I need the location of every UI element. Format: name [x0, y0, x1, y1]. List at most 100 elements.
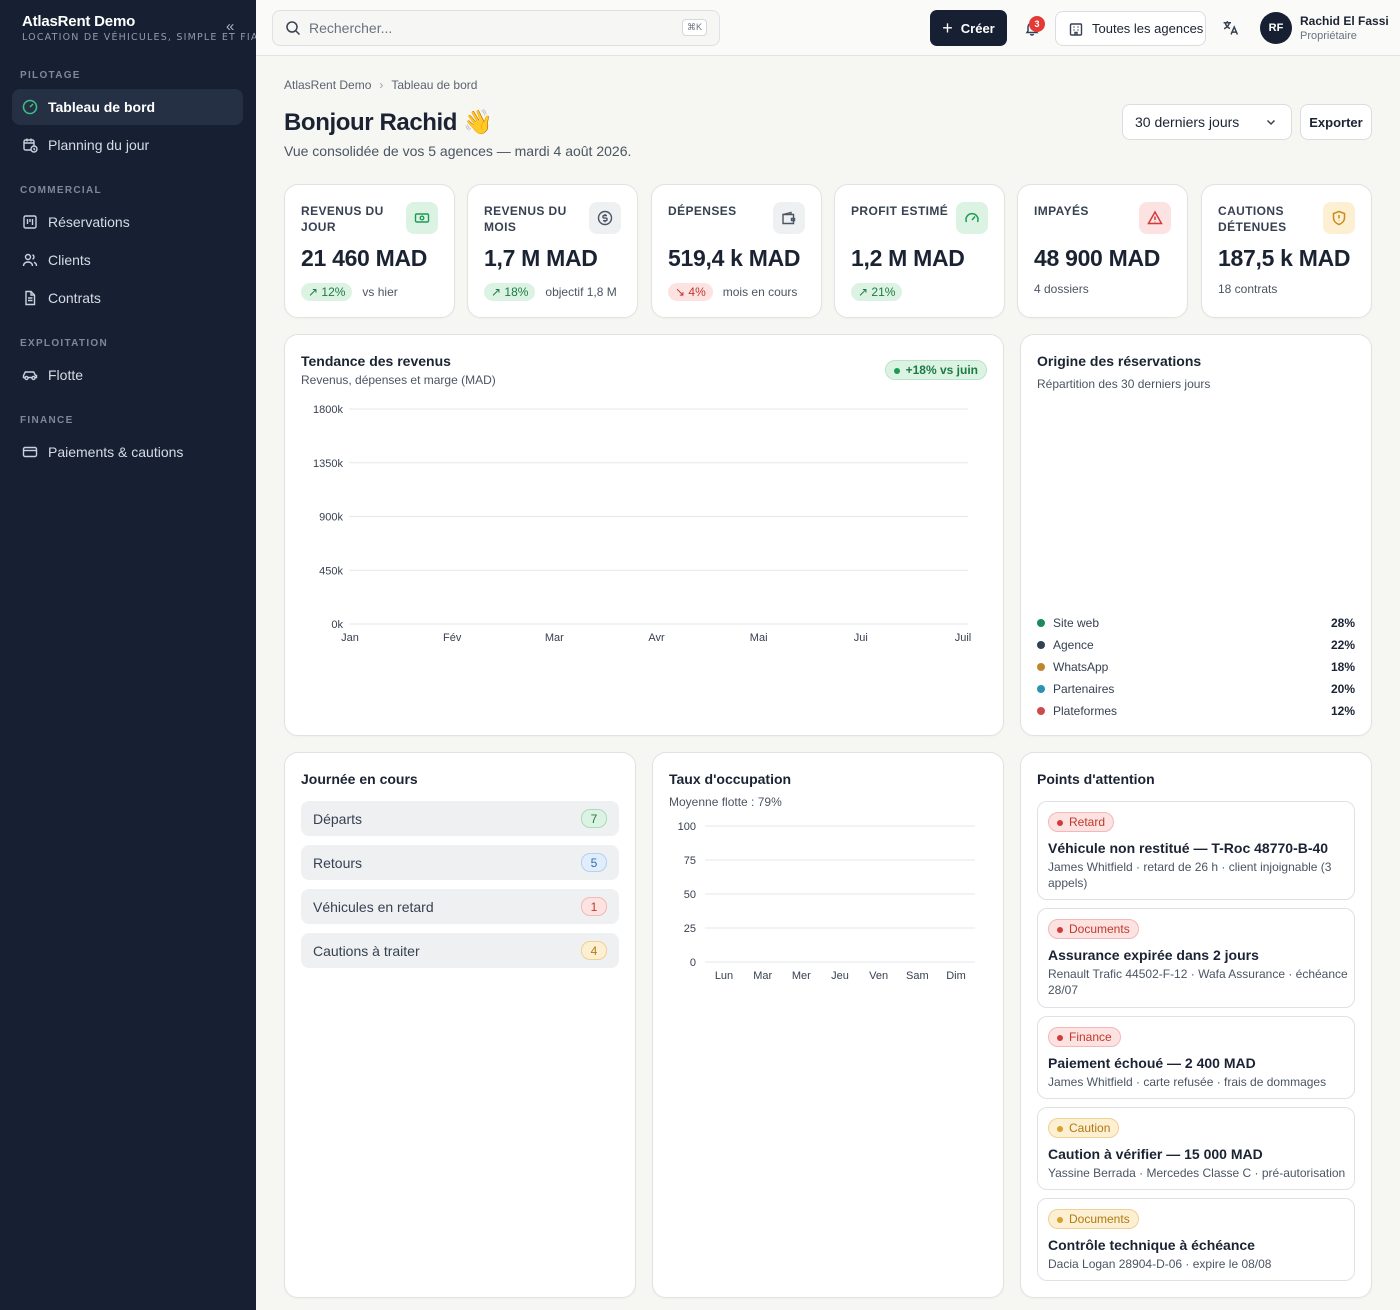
sidebar-item-contrats[interactable]: Contrats: [12, 280, 243, 316]
kpi-card-monthly-revenue: REVENUS DU MOIS 1,7 M MAD ↗ 18% objectif …: [467, 184, 638, 318]
card-title: Taux d'occupation: [669, 771, 792, 787]
alert-tag: Documents: [1048, 919, 1139, 939]
breadcrumb-root[interactable]: AtlasRent Demo: [284, 78, 372, 92]
alert-desc: James Whitfield · carte refusée · frais …: [1048, 1075, 1327, 1089]
y-tick-label: 900k: [319, 512, 343, 524]
chevron-down-icon: [1266, 119, 1276, 126]
kpi-value: 21 460 MAD: [301, 245, 428, 271]
alert-tag-label: Documents: [1069, 922, 1130, 936]
legend-item: WhatsApp 18%: [1037, 660, 1355, 674]
count-badge: 4: [581, 941, 607, 960]
x-tick-label: Mer: [792, 970, 811, 982]
sidebar-item-paiements[interactable]: Paiements & cautions: [12, 434, 243, 470]
kpi-card-unpaid: IMPAYÉS 48 900 MAD 4 dossiers: [1017, 184, 1188, 318]
alert-item[interactable]: Caution Caution à vérifier — 15 000 MAD …: [1037, 1107, 1355, 1190]
kpi-label: IMPAYÉS: [1034, 204, 1089, 218]
collapse-sidebar-icon[interactable]: «: [226, 18, 235, 35]
period-select[interactable]: 30 derniers jours: [1122, 104, 1292, 140]
card-title: Journée en cours: [301, 771, 418, 787]
x-tick-label: Sam: [906, 970, 929, 982]
file-icon: [25, 290, 36, 306]
wallet-icon: [773, 202, 805, 234]
section-label-pilotage: PILOTAGE: [20, 70, 81, 81]
occupancy-card: Taux d'occupation Moyenne flotte : 79% 1…: [652, 752, 1004, 1298]
translate-icon[interactable]: [1222, 19, 1239, 36]
day-row-label: Retours: [313, 854, 363, 871]
alert-item[interactable]: Retard Véhicule non restitué — T-Roc 487…: [1037, 801, 1355, 900]
day-row-departures[interactable]: Départs 7: [301, 801, 619, 836]
kpi-value: 519,4 k MAD: [668, 245, 801, 271]
create-button[interactable]: + Créer: [930, 10, 1007, 46]
kpi-label: REVENUS DU JOUR: [301, 204, 384, 234]
day-row-returns[interactable]: Retours 5: [301, 845, 619, 880]
alert-tag-label: Documents: [1069, 1212, 1130, 1226]
sidebar-item-planning[interactable]: Planning du jour: [12, 127, 243, 163]
alert-desc: Renault Trafic 44502-F-12 · Wafa Assuran…: [1048, 967, 1348, 997]
occupancy-chart: 100 75 50 25 0 Lun Mar Mer Jeu Ven Sam Dim: [678, 821, 975, 982]
legend-item: Site web 28%: [1037, 616, 1355, 630]
dot-icon: [1057, 819, 1063, 826]
sidebar-item-reservations[interactable]: Réservations: [12, 204, 243, 240]
alert-item[interactable]: Documents Assurance expirée dans 2 jours…: [1037, 908, 1355, 1008]
x-tick-label: Dim: [946, 970, 966, 982]
kpi-value: 1,7 M MAD: [484, 245, 598, 271]
alert-title: Contrôle technique à échéance: [1048, 1237, 1255, 1253]
alert-triangle-icon: [1139, 202, 1171, 234]
y-tick-label: 0k: [331, 619, 343, 631]
alert-title: Véhicule non restitué — T-Roc 48770-B-40: [1048, 840, 1329, 856]
day-row-label: Véhicules en retard: [313, 898, 434, 915]
legend-item: Plateformes 12%: [1037, 704, 1355, 718]
x-tick-label: Mai: [750, 632, 768, 644]
kpi-note: mois en cours: [722, 285, 798, 299]
kpi-note: 4 dossiers: [1034, 282, 1089, 296]
legend-item: Partenaires 20%: [1037, 682, 1355, 696]
section-label-finance: FINANCE: [20, 415, 74, 426]
day-row-late[interactable]: Véhicules en retard 1: [301, 889, 619, 924]
building-icon: [1069, 22, 1083, 36]
day-row-label: Départs: [313, 810, 363, 827]
search-input[interactable]: Rechercher... ⌘K: [272, 10, 720, 46]
section-label-commercial: COMMERCIAL: [20, 185, 102, 196]
kpi-card-daily-revenue: REVENUS DU JOUR 21 460 MAD ↗ 12% vs hier: [284, 184, 455, 318]
chevron-right-icon: ›: [379, 78, 384, 92]
sidebar-item-flotte[interactable]: Flotte: [12, 357, 243, 393]
kpi-label: REVENUS DU MOIS: [484, 204, 567, 234]
x-tick-label: Ven: [869, 970, 888, 982]
calendar-clock-icon: [23, 138, 38, 153]
alert-desc: Dacia Logan 28904-D-06 · expire le 08/08: [1048, 1257, 1272, 1271]
day-row-deposits[interactable]: Cautions à traiter 4: [301, 933, 619, 968]
dollar-circle-icon: [589, 202, 621, 234]
export-button[interactable]: Exporter: [1300, 104, 1372, 140]
kpi-note: 18 contrats: [1218, 282, 1278, 296]
count-badge: 1: [581, 897, 607, 916]
legend-label: Plateformes: [1053, 704, 1118, 718]
car-icon: [22, 371, 38, 381]
sidebar-item-label: Clients: [48, 252, 91, 268]
brand-tagline: LOCATION DE VÉHICULES, SIMPLE ET FIA: [22, 32, 256, 43]
sidebar-item-clients[interactable]: Clients: [12, 242, 243, 278]
current-day-card: Journée en cours Départs 7 Retours 5 Véhic…: [284, 752, 636, 1298]
user-name[interactable]: Rachid El Fassi: [1300, 14, 1389, 28]
kpi-value: 187,5 k MAD: [1218, 245, 1351, 271]
kpi-delta: ↘ 4%: [668, 283, 713, 301]
card-subtitle: Répartition des 30 derniers jours: [1037, 377, 1211, 391]
sidebar-item-dashboard[interactable]: Tableau de bord: [12, 89, 243, 125]
alert-item[interactable]: Documents Contrôle technique à échéance …: [1037, 1198, 1355, 1281]
x-tick-label: Mar: [753, 970, 772, 982]
count-badge: 7: [581, 809, 607, 828]
gauge-icon: [22, 99, 38, 115]
avatar[interactable]: RF: [1260, 12, 1292, 44]
alert-item[interactable]: Finance Paiement échoué — 2 400 MAD Jame…: [1037, 1016, 1355, 1099]
booking-origin-card: Origine des réservations Répartition des…: [1020, 334, 1372, 736]
dot-icon: [1057, 1216, 1063, 1223]
card-title: Tendance des revenus: [301, 353, 451, 369]
board-icon: [23, 215, 37, 229]
legend-label: WhatsApp: [1053, 660, 1109, 674]
x-tick-label: Avr: [648, 632, 665, 644]
attention-card: Points d'attention Retard Véhicule non r…: [1020, 752, 1372, 1298]
kpi-card-profit: PROFIT ESTIMÉ 1,2 M MAD ↗ 21%: [834, 184, 1005, 318]
y-tick-label: 100: [678, 821, 696, 833]
topbar: Rechercher... ⌘K + Créer 3 Toutes les ag…: [256, 0, 1400, 56]
plus-icon: +: [942, 18, 953, 38]
agencies-button[interactable]: Toutes les agences: [1055, 11, 1206, 46]
